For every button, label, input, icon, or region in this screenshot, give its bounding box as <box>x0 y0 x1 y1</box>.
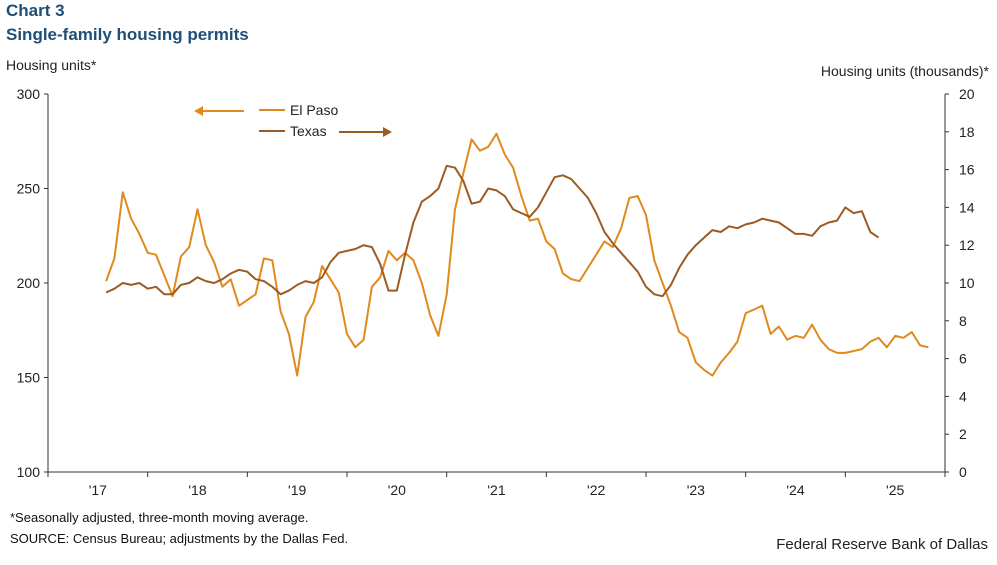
source-note: SOURCE: Census Bureau; adjustments by th… <box>10 531 349 546</box>
right-axis-tick-label: 18 <box>959 124 975 140</box>
right-axis-tick-label: 16 <box>959 162 975 178</box>
x-axis-tick-label: '21 <box>487 482 505 498</box>
x-axis-tick-label: '18 <box>188 482 206 498</box>
x-axis-tick-label: '22 <box>587 482 605 498</box>
line-chart: 30025020015010020181614121086420'17'18'1… <box>17 86 975 498</box>
x-axis-tick-label: '24 <box>786 482 804 498</box>
right-axis-tick-label: 2 <box>959 426 967 442</box>
right-axis-tick-label: 8 <box>959 313 967 329</box>
left-axis-label: Housing units* <box>6 57 97 73</box>
series-line-el-paso <box>105 132 929 377</box>
credit-text: Federal Reserve Bank of Dallas <box>776 536 988 553</box>
left-axis-tick-label: 200 <box>17 275 41 291</box>
x-axis-tick-label: '25 <box>886 482 904 498</box>
left-axis-tick-label: 300 <box>17 86 41 102</box>
series-line-texas <box>105 164 880 298</box>
x-axis-tick-label: '23 <box>687 482 705 498</box>
left-axis-tick-label: 150 <box>17 370 41 386</box>
right-axis-tick-label: 20 <box>959 86 975 102</box>
legend-label-el-paso: El Paso <box>290 102 338 118</box>
x-axis-tick-label: '17 <box>89 482 107 498</box>
legend-label-texas: Texas <box>290 123 327 139</box>
right-axis-label: Housing units (thousands)* <box>820 63 989 79</box>
footnote: *Seasonally adjusted, three-month moving… <box>10 510 309 525</box>
chart-label: Chart 3 <box>6 1 65 20</box>
x-axis-tick-label: '20 <box>388 482 406 498</box>
right-axis-tick-label: 10 <box>959 275 975 291</box>
chart-title: Single-family housing permits <box>6 25 249 44</box>
right-axis-tick-label: 6 <box>959 351 967 367</box>
legend-arrowhead-el-paso <box>194 106 203 116</box>
right-axis-tick-label: 12 <box>959 237 975 253</box>
x-axis-tick-label: '19 <box>288 482 306 498</box>
left-axis-tick-label: 100 <box>17 464 41 480</box>
legend-arrowhead-texas <box>383 127 392 137</box>
right-axis-tick-label: 4 <box>959 388 967 404</box>
right-axis-tick-label: 14 <box>959 199 975 215</box>
left-axis-tick-label: 250 <box>17 181 41 197</box>
right-axis-tick-label: 0 <box>959 464 967 480</box>
